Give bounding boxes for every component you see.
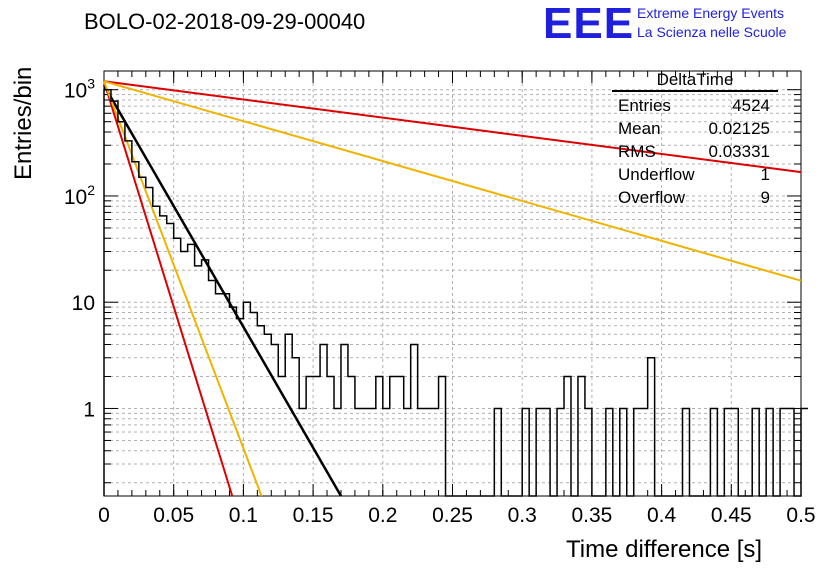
- x-axis-label: Time difference [s]: [566, 536, 763, 563]
- y-tick-labels: 1 10 102 103: [64, 76, 95, 422]
- fit-curve-red-steep: [103, 81, 234, 497]
- stats-row: Overflow 9: [612, 186, 778, 209]
- stats-label: Mean: [618, 119, 661, 138]
- x-tick-label: 0.35: [571, 504, 612, 527]
- stats-row: Underflow 1: [612, 163, 778, 186]
- histogram: [103, 88, 808, 497]
- fit-curve-orange-steep: [103, 80, 263, 497]
- stats-row: Entries 4524: [612, 94, 778, 117]
- stats-row: RMS 0.03331: [612, 140, 778, 163]
- y-tick-label: 103: [64, 76, 95, 103]
- y-tick-label: 1: [83, 398, 95, 421]
- logo-text: Extreme Energy Events La Scienza nelle S…: [637, 4, 786, 42]
- stats-value: 0.03331: [708, 142, 770, 161]
- x-tick-label: 0.2: [368, 504, 397, 527]
- x-tick-label: 0.3: [508, 504, 537, 527]
- stats-label: Entries: [618, 96, 671, 115]
- stats-label: Underflow: [618, 165, 695, 184]
- stats-value: 1: [760, 165, 770, 184]
- stats-value: 0.02125: [708, 119, 770, 138]
- x-tick-label: 0.15: [293, 504, 334, 527]
- histogram-outline: [103, 88, 808, 497]
- stats-row: Mean 0.02125: [612, 117, 778, 140]
- fit-curve-red-flat: [103, 80, 802, 174]
- x-tick-label: 0.1: [229, 504, 258, 527]
- x-tick-label: 0.45: [711, 504, 752, 527]
- fit-curves: [102, 80, 802, 497]
- x-tick-label: 0.4: [647, 504, 677, 527]
- stats-value: 4524: [732, 96, 770, 115]
- eee-logo: EEE: [543, 0, 635, 48]
- stats-title: DeltaTime: [612, 70, 778, 92]
- stats-box: DeltaTime Entries 4524 Mean 0.02125 RMS …: [612, 70, 778, 209]
- y-axis-label: Entries/bin: [10, 66, 37, 180]
- x-tick-label: 0.25: [432, 504, 473, 527]
- x-tick-label: 0.05: [153, 504, 194, 527]
- x-tick-labels: 0 0.05 0.1 0.15 0.2 0.25 0.3 0.35 0.4 0.45 0.5: [98, 504, 815, 527]
- stats-label: RMS: [618, 142, 656, 161]
- x-tick-label: 0: [98, 504, 110, 527]
- logo-line-1: Extreme Energy Events: [637, 5, 785, 21]
- logo-line-2: La Scienza nelle Scuole: [637, 24, 787, 40]
- fit-curve-orange-flat: [103, 80, 802, 282]
- stats-label: Overflow: [618, 188, 686, 207]
- stats-value: 9: [760, 188, 770, 207]
- fit-curve-main: [102, 84, 343, 497]
- y-tick-label: 10: [72, 292, 95, 315]
- x-tick-label: 0.5: [786, 504, 815, 527]
- plot-title: BOLO-02-2018-09-29-00040: [84, 9, 366, 34]
- y-tick-label: 102: [64, 182, 95, 209]
